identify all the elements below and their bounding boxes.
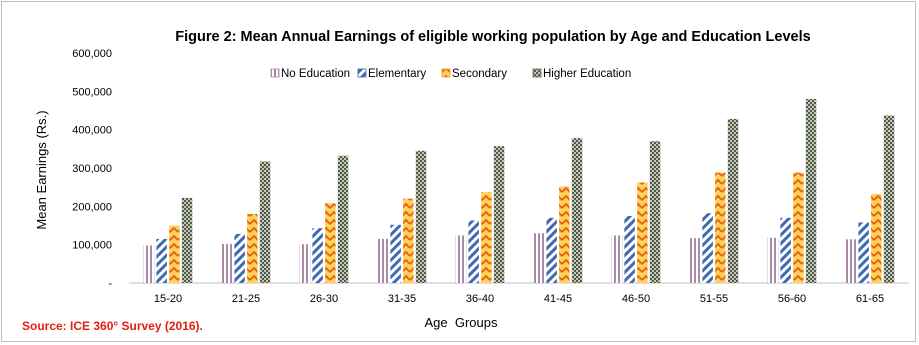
bar [143,245,155,283]
bar [325,203,336,283]
bar [546,217,557,283]
x-tick-label: 15-20 [154,293,182,305]
x-tick-label: 36-40 [466,293,494,305]
bar [727,118,739,283]
legend: No Education Elementary Secondary Higher Ed… [270,68,631,80]
x-axis: 15-20 21-25 26-30 31-35 36-40 41-45 46-50 51-55… [154,293,884,305]
bar [415,150,427,283]
bar [403,198,414,283]
source-note: Source: ICE 360° Survey (2016). [22,319,203,333]
legend-swatch [532,68,542,78]
bar [793,172,804,283]
x-tick-label: 41-45 [544,293,572,305]
bar [390,224,401,283]
bar [377,238,389,283]
bar [571,138,583,283]
bar [871,194,882,283]
y-axis: - 100,000 200,000 300,000 400,000 500,000 600,… [72,48,112,290]
bar [493,146,505,283]
legend-label: Secondary [452,68,507,80]
bar [156,238,167,283]
bar [337,155,349,283]
bar [247,214,258,283]
legend-label: Higher Education [543,68,631,80]
x-tick-label: 51-55 [700,293,728,305]
legend-label: Elementary [368,68,426,80]
bar [221,243,233,283]
x-tick-label: 61-65 [856,293,884,305]
x-tick-label: 31-35 [388,293,416,305]
bar [858,222,869,283]
y-axis-title: Mean Earnings (Rs.) [34,110,49,229]
x-tick-label: 46-50 [622,293,650,305]
y-tick-label: 100,000 [72,240,112,252]
bar [312,228,323,283]
y-tick-label: - [108,278,112,290]
bar [181,197,193,283]
y-tick-label: 500,000 [72,86,112,98]
bar [455,235,467,283]
legend-swatch [270,68,280,78]
bar [299,244,311,283]
bar [637,182,648,283]
bar [689,238,701,283]
bar [481,192,492,283]
bars [143,99,895,283]
y-tick-label: 400,000 [72,125,112,137]
bar [169,225,180,283]
bar [559,186,570,283]
bar [611,235,623,283]
bar [805,99,817,283]
bar [767,237,779,283]
bar [702,213,713,283]
y-tick-label: 200,000 [72,201,112,213]
chart-title: Figure 2: Mean Annual Earnings of eligib… [175,29,810,45]
bar [624,215,635,283]
bar [259,161,271,283]
legend-label: No Education [281,68,350,80]
x-tick-label: 26-30 [310,293,338,305]
bar [780,217,791,283]
x-tick-label: 21-25 [232,293,260,305]
legend-swatch [441,68,451,78]
bar [845,239,857,283]
bar [234,233,245,283]
bar [533,233,545,283]
y-tick-label: 600,000 [72,48,112,60]
bar [468,220,479,283]
bar [715,172,726,283]
y-tick-label: 300,000 [72,163,112,175]
x-tick-label: 56-60 [778,293,806,305]
bar [649,141,661,283]
x-axis-title: Age Groups [425,315,498,330]
legend-swatch [357,68,367,78]
bar [883,115,895,283]
